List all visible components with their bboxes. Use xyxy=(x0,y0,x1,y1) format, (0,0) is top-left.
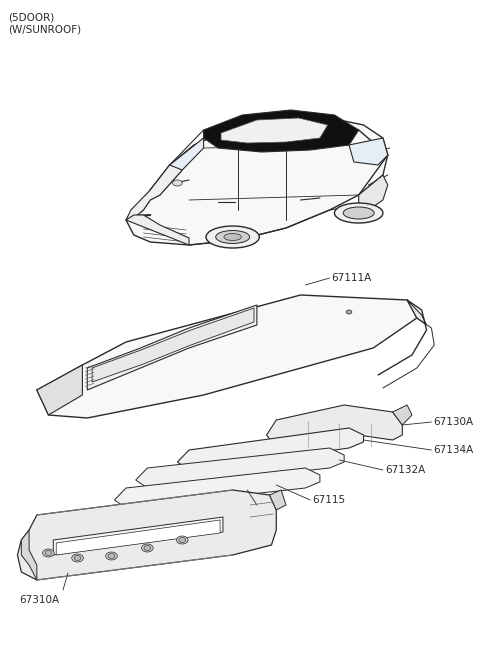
Polygon shape xyxy=(126,165,182,220)
Polygon shape xyxy=(37,365,83,415)
Polygon shape xyxy=(56,520,220,555)
Polygon shape xyxy=(21,530,37,580)
Polygon shape xyxy=(53,517,223,555)
Text: (5DOOR): (5DOOR) xyxy=(8,12,54,22)
Polygon shape xyxy=(37,295,417,418)
Polygon shape xyxy=(359,175,388,210)
Text: 67134A: 67134A xyxy=(433,445,474,455)
Polygon shape xyxy=(114,468,320,508)
Polygon shape xyxy=(17,490,276,580)
Ellipse shape xyxy=(343,207,374,219)
Ellipse shape xyxy=(206,226,259,248)
Polygon shape xyxy=(393,405,412,425)
Polygon shape xyxy=(136,448,344,488)
Polygon shape xyxy=(92,308,254,382)
Ellipse shape xyxy=(179,538,186,542)
Ellipse shape xyxy=(335,203,383,223)
Ellipse shape xyxy=(144,546,151,550)
Ellipse shape xyxy=(43,549,54,557)
Polygon shape xyxy=(349,138,388,165)
Ellipse shape xyxy=(142,544,153,552)
Ellipse shape xyxy=(72,554,84,562)
Polygon shape xyxy=(126,118,388,245)
Ellipse shape xyxy=(216,231,250,244)
Polygon shape xyxy=(126,190,160,220)
Text: (W/SUNROOF): (W/SUNROOF) xyxy=(8,24,81,34)
Polygon shape xyxy=(178,428,363,470)
Text: 67115: 67115 xyxy=(312,495,345,505)
Ellipse shape xyxy=(224,233,241,240)
Polygon shape xyxy=(269,490,286,510)
Polygon shape xyxy=(150,138,204,195)
Ellipse shape xyxy=(177,536,188,544)
Polygon shape xyxy=(87,305,257,390)
Ellipse shape xyxy=(45,550,52,555)
Text: 67310A: 67310A xyxy=(19,595,60,605)
Polygon shape xyxy=(126,215,189,245)
Ellipse shape xyxy=(346,310,352,314)
Polygon shape xyxy=(407,300,427,325)
Ellipse shape xyxy=(108,553,115,559)
Text: 67111A: 67111A xyxy=(332,273,372,283)
Ellipse shape xyxy=(106,552,117,560)
Polygon shape xyxy=(266,405,402,448)
Text: 67130A: 67130A xyxy=(433,417,473,427)
Text: 67132A: 67132A xyxy=(385,465,425,475)
Ellipse shape xyxy=(172,180,182,186)
Ellipse shape xyxy=(74,555,81,561)
Polygon shape xyxy=(221,118,328,143)
Polygon shape xyxy=(204,110,359,152)
